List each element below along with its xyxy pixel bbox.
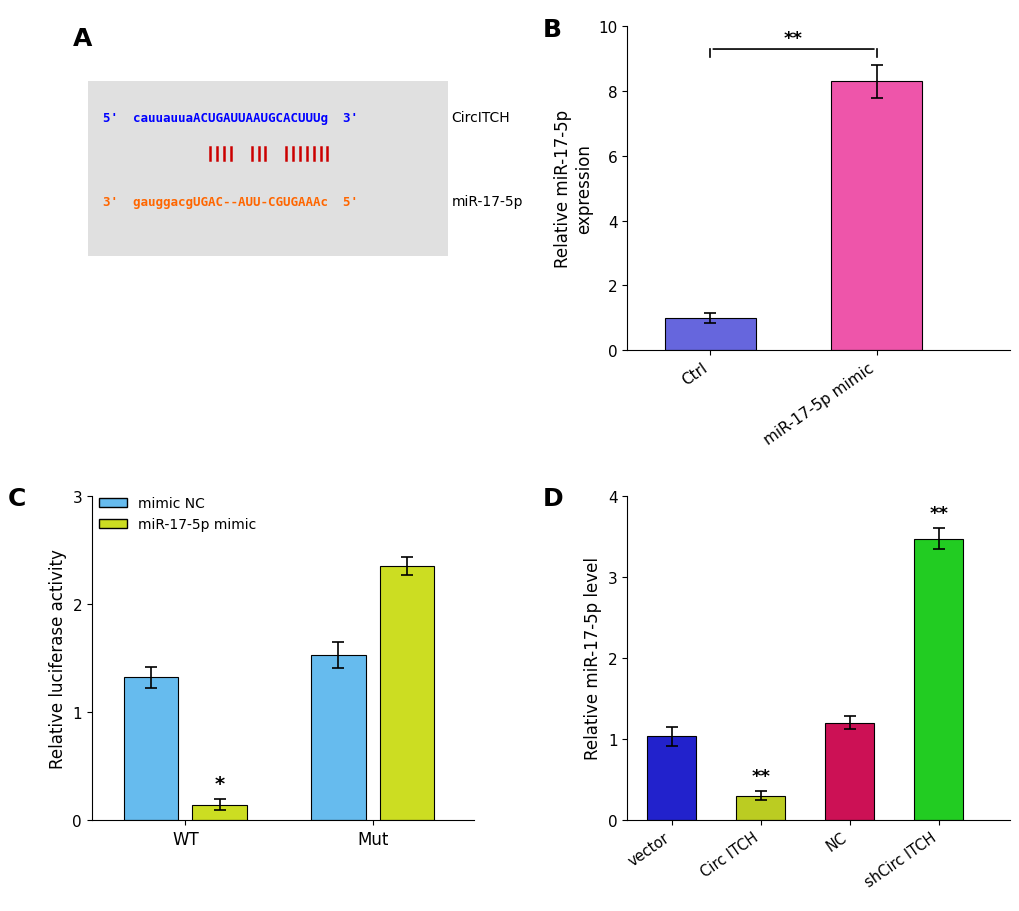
Text: C: C — [8, 486, 26, 511]
FancyBboxPatch shape — [88, 82, 447, 257]
Bar — [311, 655, 366, 820]
Bar — [379, 567, 434, 820]
Text: **: ** — [751, 767, 769, 785]
Text: 5'  cauuauuaACUGAUUAAUGCACUUUg  3': 5' cauuauuaACUGAUUAAUGCACUUUg 3' — [103, 111, 358, 125]
Bar — [824, 722, 873, 820]
Text: **: ** — [784, 30, 802, 48]
Bar — [193, 804, 247, 820]
Bar — [913, 539, 962, 820]
Bar — [736, 795, 785, 820]
Y-axis label: Relative luciferase activity: Relative luciferase activity — [49, 548, 66, 768]
Y-axis label: Relative miR-17-5p level: Relative miR-17-5p level — [584, 557, 601, 760]
Text: miR-17-5p: miR-17-5p — [450, 195, 523, 209]
Text: *: * — [215, 774, 224, 793]
Text: CircITCH: CircITCH — [450, 111, 510, 125]
Text: A: A — [72, 27, 92, 51]
Bar — [647, 737, 696, 820]
Text: B: B — [543, 17, 561, 42]
Bar — [830, 82, 921, 351]
Text: D: D — [543, 486, 564, 511]
Bar — [123, 678, 178, 820]
Legend: mimic NC, miR-17-5p mimic: mimic NC, miR-17-5p mimic — [99, 496, 256, 532]
Bar — [664, 319, 755, 351]
Text: **: ** — [928, 505, 948, 522]
Text: 3'  gauggacgUGAC--AUU-CGUGAAAc  5': 3' gauggacgUGAC--AUU-CGUGAAAc 5' — [103, 196, 358, 209]
Y-axis label: Relative miR-17-5p
expression: Relative miR-17-5p expression — [553, 110, 592, 268]
